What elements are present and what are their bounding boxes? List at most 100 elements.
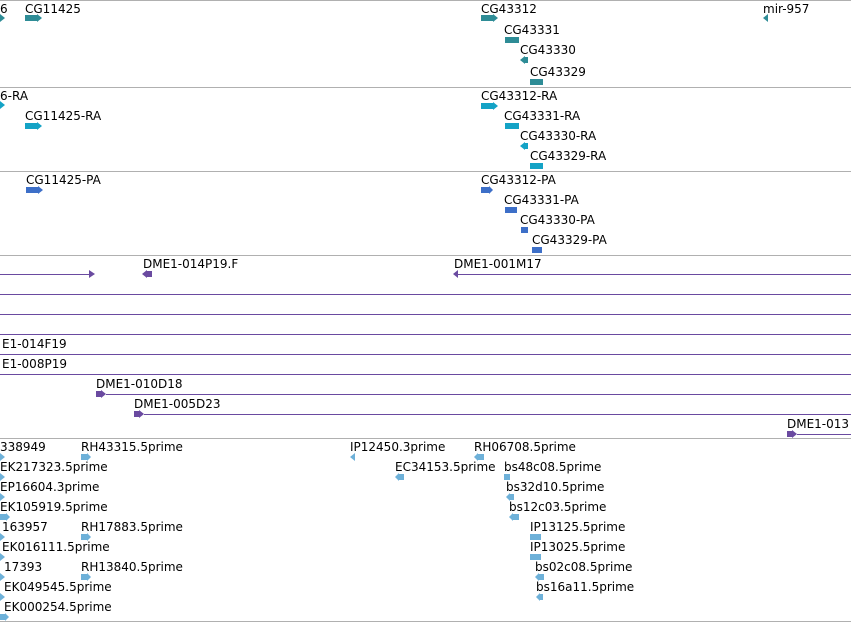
protein-label[interactable]: CG11425-PA bbox=[26, 173, 101, 187]
gene-label[interactable]: CG43331 bbox=[504, 23, 560, 37]
clone-feature[interactable] bbox=[797, 434, 851, 435]
clone-feature[interactable] bbox=[144, 414, 851, 415]
gene-feature[interactable] bbox=[0, 14, 5, 22]
gene-label[interactable]: CG43329 bbox=[530, 65, 586, 79]
est-feature[interactable] bbox=[0, 573, 5, 581]
est-feature[interactable] bbox=[540, 594, 543, 600]
est-label[interactable]: RH13840.5prime bbox=[81, 560, 183, 574]
est-label[interactable]: EK016111.5prime bbox=[2, 540, 110, 554]
transcript-label[interactable]: 6-RA bbox=[0, 89, 29, 103]
est-feature[interactable] bbox=[0, 514, 6, 520]
gene-feature[interactable] bbox=[525, 57, 528, 63]
est-label[interactable]: bs16a11.5prime bbox=[536, 580, 635, 594]
gene-label[interactable]: CG11425 bbox=[25, 2, 81, 16]
clone-feature[interactable] bbox=[0, 314, 851, 315]
est-label[interactable]: 17393 bbox=[4, 560, 43, 574]
clone-label[interactable]: DME1-014P19.F bbox=[143, 257, 239, 271]
est-feature[interactable] bbox=[0, 473, 5, 481]
est-label[interactable]: 163957 bbox=[2, 520, 48, 534]
protein-label[interactable]: CG43330-PA bbox=[520, 213, 595, 227]
clone-label[interactable]: E1-008P19 bbox=[2, 357, 67, 371]
transcript-feature[interactable] bbox=[0, 101, 5, 109]
est-label[interactable]: IP12450.3prime bbox=[350, 440, 446, 454]
est-label[interactable]: RH43315.5prime bbox=[81, 440, 183, 454]
est-feature[interactable] bbox=[478, 454, 484, 460]
est-feature[interactable] bbox=[0, 453, 5, 461]
transcript-feature[interactable] bbox=[530, 163, 543, 169]
est-label[interactable]: EK049545.5prime bbox=[4, 580, 112, 594]
clone-feature[interactable] bbox=[0, 294, 851, 295]
est-feature[interactable] bbox=[0, 533, 5, 541]
clone-feature[interactable] bbox=[0, 334, 851, 335]
gene-feature[interactable] bbox=[25, 15, 37, 21]
est-feature[interactable] bbox=[0, 593, 5, 601]
clone-label[interactable]: DME1-013 bbox=[787, 417, 850, 431]
clone-feature[interactable] bbox=[106, 394, 851, 395]
est-label[interactable]: bs32d10.5prime bbox=[506, 480, 605, 494]
transcript-label[interactable]: CG43330-RA bbox=[520, 129, 597, 143]
clone-label[interactable]: DME1-010D18 bbox=[96, 377, 183, 391]
est-feature[interactable] bbox=[530, 554, 541, 560]
est-feature[interactable] bbox=[81, 454, 87, 460]
est-feature[interactable] bbox=[0, 614, 5, 620]
est-feature[interactable] bbox=[0, 553, 5, 561]
transcript-label[interactable]: CG43312-RA bbox=[481, 89, 558, 103]
clone-feature[interactable] bbox=[0, 374, 851, 375]
transcript-feature[interactable] bbox=[481, 103, 493, 109]
est-feature[interactable] bbox=[530, 534, 541, 540]
est-label[interactable]: IP13025.5prime bbox=[530, 540, 626, 554]
gene-label[interactable]: 6 bbox=[0, 2, 8, 16]
clone-feature[interactable] bbox=[146, 271, 152, 277]
transcript-feature[interactable] bbox=[25, 123, 37, 129]
est-feature[interactable] bbox=[81, 574, 87, 580]
gene-arrow[interactable] bbox=[763, 14, 768, 22]
est-label[interactable]: EK000254.5prime bbox=[4, 600, 112, 614]
protein-feature[interactable] bbox=[481, 187, 489, 193]
gene-feature[interactable] bbox=[530, 79, 543, 85]
clone-feature[interactable] bbox=[0, 354, 851, 355]
protein-label[interactable]: CG43329-PA bbox=[532, 233, 607, 247]
protein-feature[interactable] bbox=[532, 247, 542, 253]
est-feature[interactable] bbox=[0, 493, 5, 501]
est-label[interactable]: bs48c08.5prime bbox=[504, 460, 602, 474]
transcript-label[interactable]: CG43329-RA bbox=[530, 149, 607, 163]
est-feature[interactable] bbox=[399, 474, 404, 480]
est-label[interactable]: EC34153.5prime bbox=[395, 460, 496, 474]
est-label[interactable]: EP16604.3prime bbox=[0, 480, 100, 494]
est-label[interactable]: EK217323.5prime bbox=[0, 460, 108, 474]
transcript-feature[interactable] bbox=[525, 143, 528, 149]
protein-label[interactable]: CG43331-PA bbox=[504, 193, 579, 207]
est-feature[interactable] bbox=[350, 453, 355, 461]
transcript-label[interactable]: CG11425-RA bbox=[25, 109, 102, 123]
est-feature[interactable] bbox=[513, 514, 519, 520]
protein-feature[interactable] bbox=[521, 227, 528, 233]
gene-feature[interactable] bbox=[481, 15, 493, 21]
clone-label[interactable]: DME1-001M17 bbox=[454, 257, 542, 271]
est-label[interactable]: bs12c03.5prime bbox=[509, 500, 607, 514]
est-label[interactable]: bs02c08.5prime bbox=[535, 560, 633, 574]
clone-label[interactable]: E1-014F19 bbox=[2, 337, 67, 351]
protein-label[interactable]: CG43312-PA bbox=[481, 173, 556, 187]
est-label[interactable]: 338949 bbox=[0, 440, 46, 454]
est-label[interactable]: RH17883.5prime bbox=[81, 520, 183, 534]
est-feature[interactable] bbox=[510, 494, 514, 500]
clone-label[interactable]: DME1-005D23 bbox=[134, 397, 221, 411]
gene-feature[interactable] bbox=[505, 37, 519, 43]
clone-feature[interactable] bbox=[96, 391, 101, 397]
protein-feature[interactable] bbox=[26, 187, 38, 193]
clone-feature[interactable] bbox=[0, 274, 90, 275]
clone-feature[interactable] bbox=[787, 431, 792, 437]
gene-label[interactable]: CG43330 bbox=[520, 43, 576, 57]
protein-feature[interactable] bbox=[505, 207, 517, 213]
clone-feature[interactable] bbox=[134, 411, 139, 417]
est-label[interactable]: RH06708.5prime bbox=[474, 440, 576, 454]
est-label[interactable]: IP13125.5prime bbox=[530, 520, 626, 534]
clone-feature[interactable] bbox=[457, 274, 851, 275]
est-feature[interactable] bbox=[504, 474, 510, 480]
est-label[interactable]: EK105919.5prime bbox=[0, 500, 108, 514]
gene-label[interactable]: CG43312 bbox=[481, 2, 537, 16]
transcript-feature[interactable] bbox=[505, 123, 519, 129]
est-feature[interactable] bbox=[539, 574, 544, 580]
est-feature[interactable] bbox=[81, 534, 87, 540]
gene-label[interactable]: mir-957 bbox=[763, 2, 810, 16]
